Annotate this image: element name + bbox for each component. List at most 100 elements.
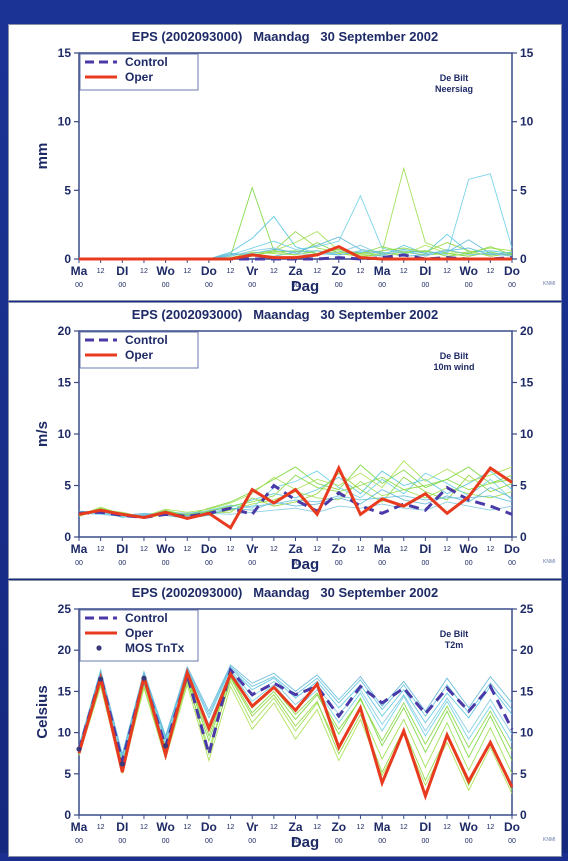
station-annotation: 10m wind: [433, 362, 474, 372]
x-axis-label: Dag: [291, 278, 319, 295]
legend-box: [79, 53, 199, 91]
x-sub-label: 00: [75, 282, 83, 289]
x-day-label: Do: [201, 542, 217, 556]
x-sub-label: 00: [248, 282, 256, 289]
x-day-label: Wo: [156, 820, 174, 834]
legend-box: [79, 331, 199, 369]
x-day-label: Wo: [459, 542, 477, 556]
x-sub-label: 00: [422, 282, 430, 289]
x-sub-label: 00: [248, 838, 256, 845]
y-tick-label-right: 5: [520, 767, 527, 781]
y-tick-label-right: 10: [520, 115, 534, 129]
legend-label: Control: [125, 611, 168, 625]
x-midday-label: 12: [486, 546, 494, 553]
x-midday-label: 12: [400, 268, 408, 275]
x-axis-label: Dag: [291, 556, 319, 573]
x-day-label: DI: [419, 820, 431, 834]
x-midday-label: 12: [270, 546, 278, 553]
legend-label: Control: [125, 333, 168, 347]
x-midday-label: 12: [443, 824, 451, 831]
x-sub-label: 00: [292, 838, 300, 845]
y-tick-label-right: 20: [520, 643, 534, 657]
ensemble-member-line: [78, 667, 513, 760]
y-tick-label-right: 0: [520, 530, 527, 544]
x-midday-label: 12: [443, 546, 451, 553]
x-day-label: DI: [419, 542, 431, 556]
y-axis-label: mm: [34, 143, 51, 170]
x-day-label: Wo: [459, 820, 477, 834]
mos-marker: [76, 746, 82, 752]
y-tick-label-left: 5: [64, 767, 71, 781]
y-tick-label-left: 0: [64, 808, 71, 822]
x-sub-label: 00: [508, 560, 516, 567]
temperature-panel: EPS (2002093000) Maandag 30 September 20…: [8, 580, 562, 857]
corner-text: KNMI: [543, 837, 556, 843]
y-tick-label-right: 20: [520, 324, 534, 338]
x-sub-label: 00: [292, 560, 300, 567]
x-midday-label: 12: [357, 546, 365, 553]
x-sub-label: 00: [118, 838, 126, 845]
x-sub-label: 00: [75, 838, 83, 845]
x-midday-label: 12: [270, 824, 278, 831]
x-sub-label: 00: [118, 560, 126, 567]
mos-marker: [141, 675, 147, 681]
legend-swatch-marker: [96, 645, 102, 651]
mos-marker: [119, 761, 125, 767]
x-day-label: Wo: [459, 264, 477, 278]
series-line-oper: [77, 667, 514, 801]
x-day-label: Vr: [246, 264, 258, 278]
y-tick-label-left: 10: [58, 726, 72, 740]
x-day-label: DI: [419, 264, 431, 278]
station-annotation: De Bilt: [440, 351, 469, 361]
x-midday-label: 12: [486, 824, 494, 831]
mos-marker: [98, 676, 104, 682]
x-sub-label: 00: [378, 282, 386, 289]
chart-title: EPS (2002093000) Maandag 30 September 20…: [132, 29, 438, 44]
x-sub-label: 00: [205, 838, 213, 845]
x-axis-label: Dag: [291, 834, 319, 851]
precipitation-chart: EPS (2002093000) Maandag 30 September 20…: [34, 29, 556, 295]
x-sub-label: 00: [162, 282, 170, 289]
x-midday-label: 12: [313, 268, 321, 275]
y-tick-label-left: 20: [58, 324, 72, 338]
x-day-label: DI: [116, 264, 128, 278]
x-day-label: Wo: [156, 264, 174, 278]
x-midday-label: 12: [183, 546, 191, 553]
x-day-label: Za: [288, 264, 302, 278]
x-day-label: Do: [504, 264, 520, 278]
x-day-label: Za: [288, 820, 302, 834]
x-sub-label: 00: [465, 838, 473, 845]
corner-text: KNMI: [543, 281, 556, 287]
x-sub-label: 00: [162, 560, 170, 567]
x-sub-label: 00: [118, 282, 126, 289]
y-tick-label-left: 0: [64, 530, 71, 544]
x-day-label: Do: [201, 264, 217, 278]
y-tick-label-left: 5: [64, 183, 71, 197]
legend-label: MOS TnTx: [125, 641, 185, 655]
x-midday-label: 12: [270, 268, 278, 275]
x-day-label: Ma: [71, 264, 88, 278]
legend-label: Oper: [125, 626, 153, 640]
x-day-label: Zo: [331, 264, 346, 278]
x-midday-label: 12: [97, 268, 105, 275]
x-sub-label: 00: [465, 282, 473, 289]
y-axis-label: m/s: [34, 421, 51, 447]
y-tick-label-right: 5: [520, 183, 527, 197]
x-sub-label: 00: [378, 838, 386, 845]
ensemble-member-line: [78, 679, 513, 774]
y-tick-label-right: 0: [520, 808, 527, 822]
station-annotation: T2m: [445, 640, 464, 650]
series-line-oper: [79, 245, 512, 261]
x-day-label: Ma: [71, 542, 88, 556]
x-sub-label: 00: [335, 838, 343, 845]
chart-title: EPS (2002093000) Maandag 30 September 20…: [132, 585, 438, 600]
x-midday-label: 12: [313, 546, 321, 553]
x-midday-label: 12: [357, 268, 365, 275]
station-annotation: De Bilt: [440, 73, 469, 83]
x-sub-label: 00: [508, 282, 516, 289]
x-midday-label: 12: [400, 546, 408, 553]
x-day-label: Wo: [156, 542, 174, 556]
x-day-label: Vr: [246, 542, 258, 556]
x-sub-label: 00: [422, 560, 430, 567]
